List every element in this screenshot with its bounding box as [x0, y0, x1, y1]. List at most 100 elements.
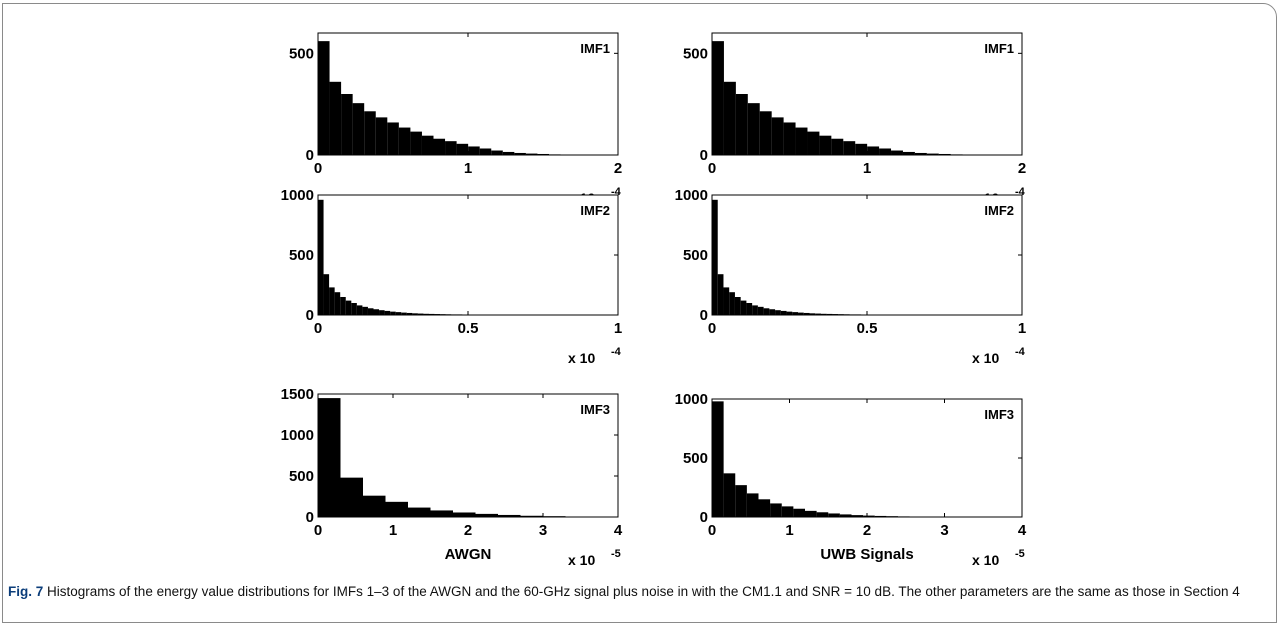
awgn-imf3-ytick-label-1: 500	[289, 468, 314, 485]
awgn-imf1-xtick-label-1: 1	[464, 160, 472, 177]
awgn-imf3-bar-9	[520, 515, 543, 517]
awgn-imf2-imf-label: IMF2	[580, 203, 610, 218]
uwb-imf3-bar-3	[746, 493, 759, 517]
uwb-imf1-xtick-label-1: 1	[863, 160, 871, 177]
awgn-imf2-bar-0	[318, 199, 324, 315]
awgn-imf1-imf-label: IMF1	[580, 41, 610, 56]
uwb-imf2-bar-5	[740, 300, 747, 315]
awgn-imf3-bar-0	[318, 398, 341, 517]
awgn-imf2-bar-9	[367, 308, 374, 315]
caption-text: Histograms of the energy value distribut…	[47, 584, 1240, 599]
awgn-imf3-bar-5	[430, 510, 453, 517]
awgn-imf3-ytick-label-0: 0	[306, 509, 314, 526]
uwb-imf2-bar-23	[843, 314, 850, 315]
awgn-imf2-bar-13	[390, 311, 396, 315]
uwb-imf2-xtick-label-1: 0.5	[857, 320, 878, 337]
uwb-imf1-bar-7	[795, 127, 808, 155]
uwb-imf1-bar-20	[950, 154, 963, 155]
awgn-imf1-exponent: -4	[611, 186, 622, 198]
uwb-imf2-bar-24	[849, 314, 856, 315]
uwb-imf3-bar-9	[816, 512, 829, 517]
uwb-imf1-exponent: -4	[1015, 186, 1026, 198]
uwb-imf3-xtick-label-4: 4	[1018, 522, 1027, 539]
awgn-imf2-ytick-label-2: 1000	[281, 187, 314, 204]
awgn-imf2-bar-1	[323, 274, 330, 315]
figure-caption: Fig. 7 Histograms of the energy value di…	[8, 582, 1270, 601]
uwb-imf3-bar-13	[863, 515, 875, 517]
figure-frame	[2, 3, 1277, 623]
awgn-imf2-bar-18	[417, 313, 424, 315]
awgn-imf1-bar-19	[537, 153, 549, 155]
uwb-imf1-imf-label: IMF1	[984, 41, 1014, 56]
awgn-imf1-bar-17	[514, 152, 526, 155]
uwb-imf1-bar-18	[926, 153, 939, 155]
uwb-imf3-xtick-label-3: 3	[940, 522, 948, 539]
awgn-imf3-ytick-label-2: 1000	[281, 427, 314, 444]
uwb-imf2-bar-0	[712, 199, 718, 315]
uwb-imf2-bar-17	[809, 313, 816, 315]
uwb-imf1-bar-1	[723, 81, 736, 155]
uwb-imf2-xtick-label-2: 1	[1018, 320, 1026, 337]
uwb-imf1-bar-17	[914, 152, 927, 155]
awgn-imf2-bar-15	[401, 312, 407, 315]
awgn-imf2-bar-16	[406, 312, 413, 315]
awgn-imf1-bar-14	[479, 148, 492, 155]
awgn-imf1-bar-8	[410, 131, 422, 155]
uwb-imf2-bar-2	[723, 287, 730, 315]
uwb-imf1-bar-9	[819, 135, 832, 155]
uwb-imf3-bar-11	[839, 514, 852, 517]
awgn-imf3-ytick-label-3: 1500	[281, 386, 314, 403]
uwb-imf3-exponent: -5	[1015, 548, 1025, 560]
uwb-imf1-ytick-label-0: 0	[700, 147, 708, 164]
awgn-imf1-bar-13	[468, 146, 480, 155]
uwb-imf2-axes-frame	[711, 194, 1023, 316]
awgn-imf2-bar-12	[384, 310, 391, 315]
uwb-imf3-bar-12	[851, 515, 864, 517]
uwb-imf2-bar-15	[798, 312, 804, 315]
awgn-imf3-bar-3	[385, 501, 408, 517]
awgn-imf1-bar-3	[352, 103, 365, 155]
awgn-imf3-bar-6	[453, 512, 476, 517]
awgn-imf3-bar-2	[363, 495, 386, 517]
awgn-imf1-bar-7	[398, 127, 411, 155]
awgn-imf2-bar-19	[423, 313, 429, 315]
awgn-imf2-multiplier: x 10	[568, 350, 595, 366]
awgn-imf1-bar-4	[364, 111, 376, 155]
awgn-imf1-bar-6	[387, 122, 399, 155]
awgn-imf2-bar-23	[445, 314, 452, 315]
uwb-imf3-bar-7	[793, 508, 805, 517]
awgn-imf3-exponent: -5	[611, 548, 621, 560]
awgn-imf3-imf-label: IMF3	[580, 402, 610, 417]
uwb-imf3-bar-2	[735, 485, 747, 517]
uwb-imf1-bar-19	[938, 153, 951, 155]
uwb-imf2-bar-4	[734, 297, 741, 315]
uwb-imf3-xtick-label-2: 2	[863, 522, 871, 539]
awgn-imf1-xtick-label-2: 2	[614, 160, 622, 177]
uwb-imf2-exponent: -4	[1015, 346, 1026, 358]
uwb-imf2-bar-9	[763, 308, 770, 315]
uwb-imf2-bar-14	[792, 312, 799, 315]
awgn-imf1-bar-1	[329, 81, 342, 155]
awgn-imf3-xtick-label-0: 0	[314, 522, 322, 539]
awgn-imf2-bar-8	[362, 306, 368, 315]
uwb-imf1-bar-10	[831, 138, 844, 155]
awgn-imf2-xtick-label-0: 0	[314, 320, 322, 337]
awgn-imf2-bar-4	[340, 297, 346, 315]
uwb-imf1-bar-4	[759, 111, 772, 155]
uwb-imf2-bar-16	[803, 312, 810, 315]
uwb-imf2-bar-25	[855, 314, 862, 315]
awgn-imf1-bar-10	[433, 138, 446, 155]
awgn-imf2-bar-2	[329, 287, 335, 315]
uwb-imf1-bar-14	[879, 148, 892, 155]
uwb-imf1-bar-0	[712, 41, 724, 156]
awgn-imf2-bar-6	[351, 303, 357, 315]
uwb-imf2-bar-6	[746, 303, 753, 315]
uwb-imf1-bar-2	[735, 94, 748, 155]
awgn-imf3-bar-4	[408, 507, 431, 517]
awgn-imf2-exponent: -4	[611, 346, 622, 358]
uwb-imf1-bar-5	[771, 117, 784, 155]
uwb-imf1-bar-12	[855, 143, 868, 155]
uwb-imf2-ytick-label-2: 1000	[675, 187, 708, 204]
awgn-imf1-ytick-label-1: 500	[289, 45, 314, 62]
uwb-imf3-ytick-label-2: 1000	[675, 391, 708, 408]
